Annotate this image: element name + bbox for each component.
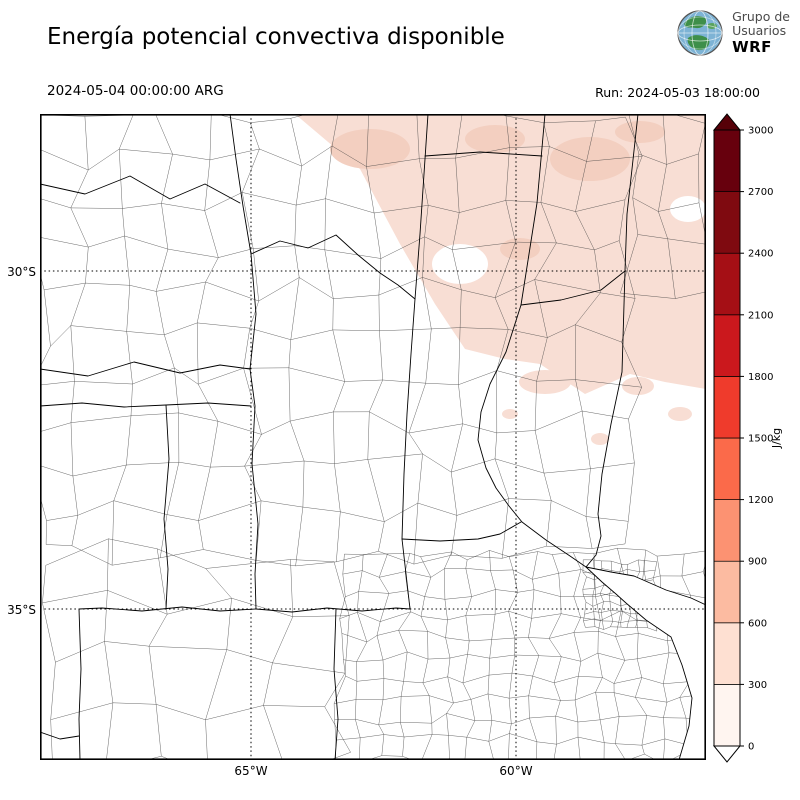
page-title: Energía potencial convectiva disponible <box>47 24 505 50</box>
cape-blob <box>519 370 571 394</box>
province-boundaries <box>40 114 706 760</box>
colorbar-tick-label: 0 <box>748 742 754 753</box>
colorbar-unit-label: J/kg <box>770 428 783 449</box>
logo-line-3: WRF <box>732 37 772 56</box>
cape-region-medium <box>550 137 630 181</box>
colorbar-segment <box>713 376 741 439</box>
colorbar-segment <box>713 314 741 377</box>
colorbar-segment <box>713 622 741 685</box>
colorbar-tick-label: 1500 <box>748 434 773 445</box>
province-boundary <box>249 253 259 610</box>
logo-line-1: Grupo de <box>732 9 790 24</box>
colorbar-tick-label: 1800 <box>748 372 773 383</box>
coastline <box>585 566 693 760</box>
cape-blob <box>668 407 692 421</box>
colorbar-tick-label: 2700 <box>748 187 773 198</box>
map-frame <box>40 114 706 760</box>
cape-region-medium <box>500 238 540 260</box>
province-boundary <box>250 234 416 300</box>
colorbar-under-arrow <box>712 745 742 763</box>
colorbar-segment <box>713 252 741 316</box>
province-boundary <box>40 361 251 377</box>
colorbar-segment <box>713 191 741 254</box>
colorbar-tick-label: 600 <box>748 618 767 629</box>
colorbar-segment <box>713 560 741 624</box>
province-boundary <box>40 402 252 408</box>
cape-region-light <box>295 114 706 394</box>
province-boundary <box>520 270 626 306</box>
department-mesh <box>620 114 706 299</box>
province-boundary <box>163 404 170 610</box>
department-boundaries <box>40 114 706 760</box>
province-boundary <box>78 606 257 612</box>
colorbar-tick-label: 900 <box>748 557 767 568</box>
province-boundary <box>401 521 522 542</box>
cape-blob <box>591 433 609 445</box>
colorbar-tick-label: 1200 <box>748 495 773 506</box>
colorbar-tick-label: 2400 <box>748 249 773 260</box>
province-boundary <box>401 298 416 610</box>
colorbar-segment <box>713 499 741 562</box>
gridlines <box>40 114 706 760</box>
cape-region-medium <box>615 121 665 143</box>
province-boundary <box>229 114 252 255</box>
y-tick-30s: 30°S <box>7 265 36 279</box>
cape-blob <box>622 377 654 395</box>
map-canvas <box>40 114 706 760</box>
run-time-label: Run: 2024-05-03 18:00:00 <box>595 85 760 100</box>
department-mesh <box>42 538 351 760</box>
province-boundary <box>414 114 429 300</box>
x-tick-60w: 60°W <box>499 764 533 778</box>
cape-hole <box>670 196 706 222</box>
department-mesh <box>333 547 706 760</box>
colorbar-tick-label: 300 <box>748 680 767 691</box>
province-boundary <box>424 151 543 157</box>
colorbar-over-arrow <box>712 113 742 131</box>
province-boundary <box>585 114 639 568</box>
valid-time-label: 2024-05-04 00:00:00 ARG <box>47 83 224 99</box>
province-boundary <box>333 608 339 760</box>
cape-hole <box>432 244 488 284</box>
colorbar-segment <box>713 129 741 192</box>
colorbar-segment <box>713 437 741 500</box>
x-tick-65w: 65°W <box>234 764 268 778</box>
province-boundary <box>40 175 241 204</box>
cape-region-medium <box>465 125 525 153</box>
coastline <box>585 566 706 606</box>
map-svg <box>40 114 706 760</box>
colorbar-segment <box>713 684 741 747</box>
cape-blob <box>502 409 518 419</box>
department-mesh <box>40 114 643 567</box>
y-tick-35s: 35°S <box>7 603 36 617</box>
cape-region-medium <box>330 129 410 169</box>
province-boundary <box>78 608 82 760</box>
logo-text: Grupo de Usuarios WRF <box>732 9 790 56</box>
colorbar-tick-label: 2100 <box>748 310 773 321</box>
colorbar-svg: 0 300 600 900 1200 1500 1800 2100 2400 2700 3000 J/… <box>712 113 783 763</box>
colorbar-tick-label: 3000 <box>748 126 773 137</box>
colorbar: 0 300 600 900 1200 1500 1800 2100 2400 2700 3000 J/… <box>712 110 798 778</box>
globe-icon <box>677 10 723 56</box>
cape-shading <box>295 114 706 445</box>
province-boundary <box>477 114 587 568</box>
logo-line-2: Usuarios <box>732 23 787 39</box>
water-rio-de-la-plata <box>586 567 706 760</box>
province-boundary <box>40 731 80 740</box>
wrf-logo: Grupo de Usuarios WRF <box>675 8 790 58</box>
province-boundary <box>255 607 411 613</box>
